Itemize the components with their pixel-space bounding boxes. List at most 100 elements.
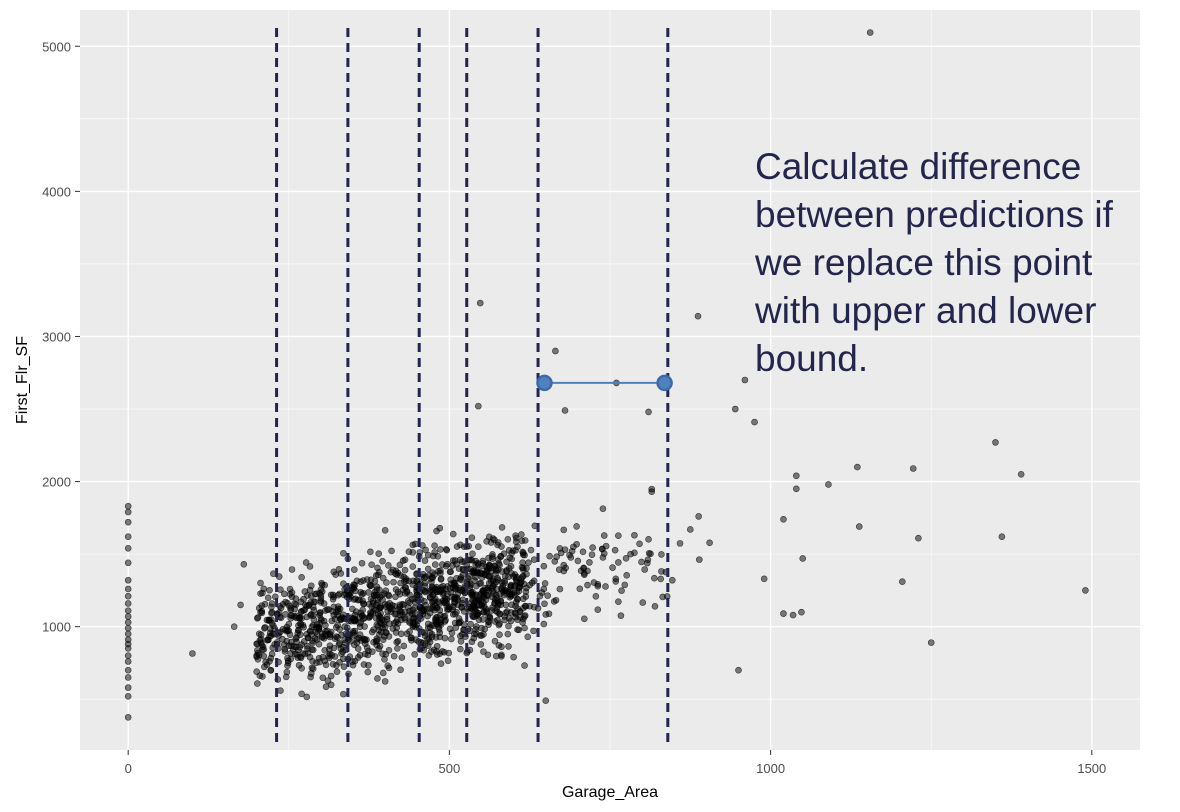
data-point bbox=[489, 551, 496, 558]
data-point bbox=[383, 579, 390, 586]
data-point bbox=[266, 629, 274, 637]
data-point bbox=[292, 595, 300, 602]
data-point bbox=[124, 666, 132, 674]
data-point bbox=[496, 620, 503, 627]
data-point bbox=[561, 407, 569, 414]
x-tick-label: 0 bbox=[125, 761, 132, 776]
data-point bbox=[618, 587, 625, 594]
data-point bbox=[309, 646, 317, 654]
data-point bbox=[518, 537, 526, 545]
data-point bbox=[356, 651, 364, 659]
data-point bbox=[237, 601, 244, 609]
data-point bbox=[431, 585, 438, 593]
data-point bbox=[485, 533, 493, 541]
data-point bbox=[645, 549, 653, 557]
data-point bbox=[124, 636, 132, 644]
x-tick-label: 1000 bbox=[756, 761, 785, 776]
data-point bbox=[695, 513, 702, 520]
data-point bbox=[512, 534, 520, 542]
data-point bbox=[334, 591, 342, 599]
data-point bbox=[282, 598, 289, 606]
data-point bbox=[475, 543, 482, 551]
data-point bbox=[799, 555, 807, 562]
data-point bbox=[519, 595, 527, 603]
data-point bbox=[353, 639, 361, 646]
data-point bbox=[240, 560, 248, 568]
data-point bbox=[514, 543, 521, 551]
data-point bbox=[525, 559, 532, 566]
data-point bbox=[307, 628, 314, 635]
data-point bbox=[259, 673, 266, 680]
data-point bbox=[369, 648, 376, 655]
data-point bbox=[407, 634, 415, 642]
axis-ticks: 0 500 1000 1500 1000 2000 3000 4000 5000 bbox=[42, 39, 1106, 776]
data-point bbox=[546, 552, 553, 560]
data-point bbox=[304, 645, 311, 653]
data-point bbox=[433, 527, 440, 535]
data-point bbox=[349, 605, 356, 613]
data-point bbox=[580, 565, 587, 572]
data-point bbox=[409, 549, 417, 556]
data-point bbox=[364, 668, 372, 676]
data-point bbox=[437, 611, 444, 619]
data-point bbox=[430, 646, 438, 654]
data-point bbox=[307, 673, 314, 681]
data-point bbox=[437, 660, 445, 667]
data-point bbox=[124, 714, 132, 721]
data-point bbox=[481, 625, 489, 633]
data-point bbox=[467, 556, 474, 564]
data-point bbox=[372, 606, 379, 614]
data-point bbox=[391, 610, 399, 618]
data-point bbox=[645, 408, 652, 416]
data-point bbox=[277, 614, 285, 622]
data-point bbox=[381, 527, 389, 534]
data-point bbox=[358, 559, 366, 567]
data-point bbox=[307, 612, 314, 619]
data-point bbox=[478, 632, 485, 639]
data-point bbox=[541, 600, 548, 608]
data-point bbox=[540, 562, 548, 570]
data-point bbox=[611, 546, 619, 554]
data-point bbox=[477, 641, 485, 648]
data-point bbox=[287, 612, 295, 619]
data-point bbox=[657, 575, 665, 583]
data-point bbox=[124, 592, 132, 600]
data-point bbox=[333, 668, 341, 675]
data-point bbox=[658, 568, 665, 575]
data-point bbox=[412, 598, 419, 606]
data-point bbox=[623, 572, 631, 579]
data-point bbox=[390, 578, 397, 586]
data-point bbox=[420, 646, 427, 654]
data-point bbox=[475, 616, 483, 624]
y-tick-label: 2000 bbox=[42, 475, 71, 490]
data-point bbox=[300, 607, 307, 614]
data-point bbox=[366, 581, 374, 589]
data-point bbox=[444, 657, 452, 665]
data-point bbox=[741, 376, 749, 384]
annotation-line: Calculate difference bbox=[755, 146, 1082, 187]
data-point bbox=[388, 547, 395, 555]
data-point bbox=[400, 642, 408, 650]
data-point bbox=[428, 578, 435, 586]
data-point bbox=[658, 551, 665, 558]
data-point bbox=[437, 576, 445, 583]
data-point bbox=[284, 657, 292, 665]
data-point bbox=[469, 612, 476, 620]
data-point bbox=[396, 590, 404, 598]
data-point bbox=[336, 640, 343, 647]
data-point bbox=[340, 690, 347, 698]
data-point bbox=[124, 652, 132, 659]
data-point bbox=[279, 635, 286, 643]
data-point bbox=[545, 610, 553, 618]
data-points bbox=[124, 29, 1089, 721]
data-point bbox=[521, 662, 528, 669]
data-point bbox=[316, 658, 323, 666]
data-point bbox=[513, 578, 521, 586]
data-point bbox=[594, 606, 602, 613]
data-point bbox=[254, 656, 262, 663]
data-point bbox=[503, 608, 511, 615]
data-point bbox=[480, 591, 488, 598]
annotation-text: Calculate difference between predictions… bbox=[755, 143, 1175, 383]
data-point bbox=[421, 557, 429, 564]
data-point bbox=[309, 658, 316, 665]
